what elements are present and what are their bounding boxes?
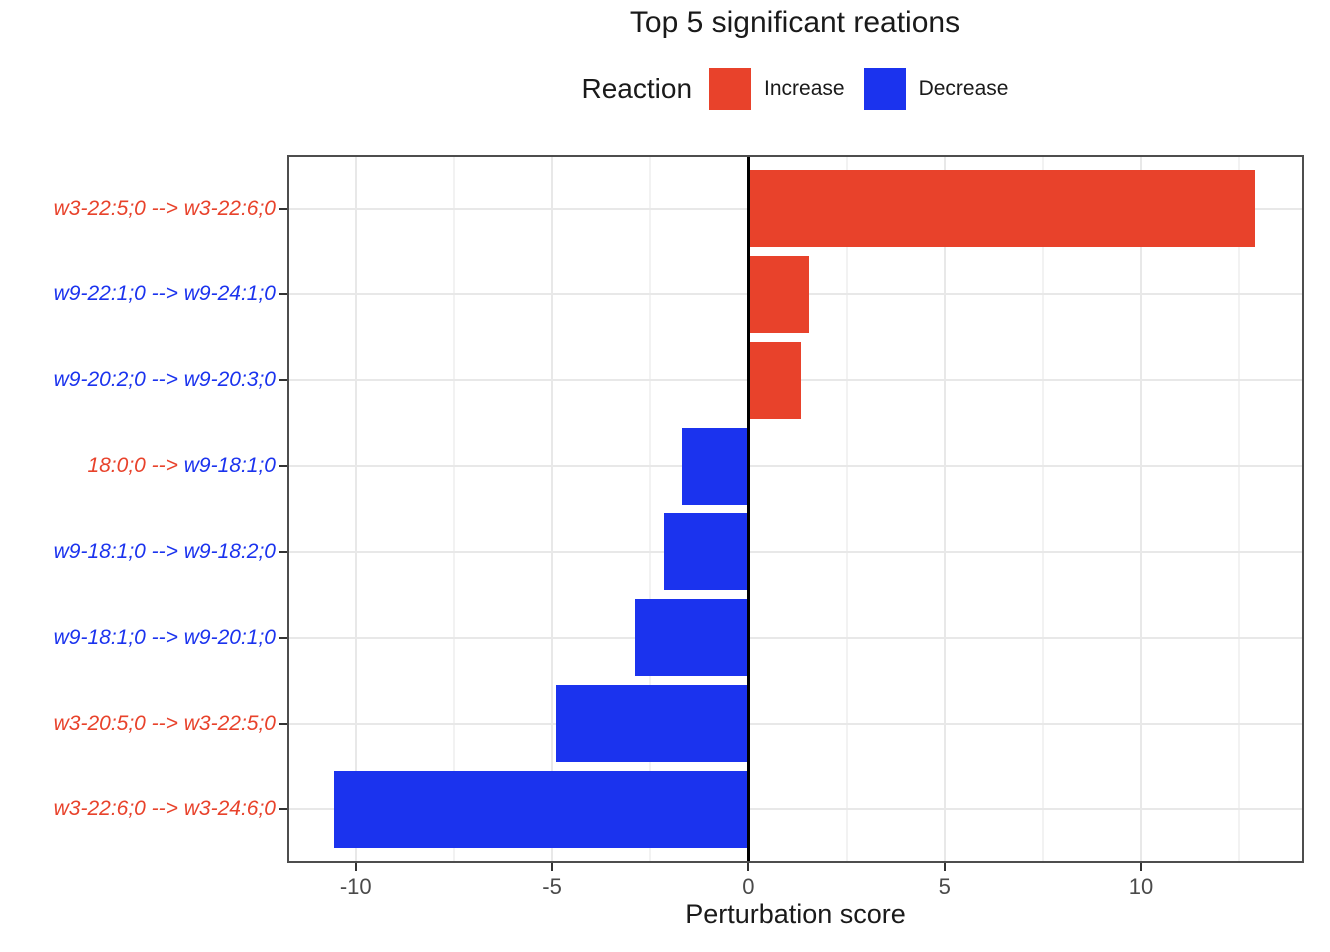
y-axis-tick: [279, 293, 287, 296]
y-axis-label: w9-18:1;0 --> w9-20:1;0: [54, 624, 276, 652]
gridline-major-y: [289, 636, 1302, 639]
x-axis: -10 -5 0 5 10: [0, 863, 1330, 911]
gridline-major-y: [289, 722, 1302, 725]
y-axis-label-segment: 18:0;0 -->: [87, 454, 184, 478]
gridline-major-x: [551, 157, 554, 861]
bar-decrease: [663, 513, 749, 591]
y-axis-label: w9-18:1;0 --> w9-18:2;0: [54, 538, 276, 566]
legend-items: Increase Decrease: [709, 68, 1008, 110]
bar-increase: [748, 341, 802, 419]
gridline-major-x: [1140, 157, 1143, 861]
y-axis-label-segment: w3-22:5;0 --> w3-22:6;0: [53, 196, 276, 220]
y-axis-tick: [279, 808, 287, 811]
y-axis-label: w3-22:5;0 --> w3-22:6;0: [54, 195, 276, 223]
gridline-major-y: [289, 550, 1302, 553]
legend-swatch-increase: [709, 68, 752, 110]
x-axis-tick-label: 5: [938, 874, 951, 899]
bar-increase: [748, 170, 1255, 247]
y-axis-label-segment: w9-18:1;0: [183, 454, 276, 478]
x-axis-tick: [747, 863, 750, 871]
y-axis-tick: [279, 465, 287, 468]
gridline-minor-x: [1041, 157, 1044, 861]
gridline-minor-x: [649, 157, 652, 861]
gridline-minor-x: [845, 157, 848, 861]
y-axis-label-segment: w9-22:1;0 --> w9-24:1;0: [53, 282, 276, 306]
x-axis-tick-label: -5: [542, 874, 562, 899]
y-axis: w3-22:5;0 --> w3-22:6;0 w9-22:1;0 --> w9-…: [0, 155, 287, 863]
y-axis-label-segment: w3-22:6;0 --> w3-24:6;0: [53, 797, 276, 821]
gridline-major-y: [289, 808, 1302, 811]
legend-title: Reaction: [581, 73, 693, 104]
gridline-minor-x: [1238, 157, 1241, 861]
legend: Reaction Increase Decrease: [260, 63, 1330, 115]
legend-item-label: Decrease: [918, 77, 1009, 100]
legend-swatch-decrease: [863, 68, 906, 110]
x-axis-tick-label: 10: [1128, 874, 1154, 899]
legend-item-label: Increase: [764, 77, 845, 100]
chart-title: Top 5 significant reations: [629, 6, 961, 39]
y-axis-tick: [279, 550, 287, 553]
bar-decrease: [634, 599, 749, 677]
bar-decrease: [681, 427, 749, 505]
x-axis-tick: [943, 863, 946, 871]
y-axis-label-segment: w9-18:1;0 --> w9-18:2;0: [53, 539, 276, 563]
x-axis-tick: [1140, 863, 1143, 871]
gridline-minor-x: [452, 157, 455, 861]
y-axis-label-segment: w9-18:1;0 --> w9-20:1;0: [53, 625, 276, 649]
y-axis-label: w3-20:5;0 --> w3-22:5;0: [54, 710, 276, 738]
x-axis-tick-label: -10: [339, 874, 372, 899]
y-axis-label: 18:0;0 --> w9-18:1;0: [87, 452, 276, 480]
x-axis-tick: [551, 863, 554, 871]
y-axis-label: w3-22:6;0 --> w3-24:6;0: [54, 795, 276, 823]
gridline-major-x: [354, 157, 357, 861]
y-axis-label-segment: w9-20:2;0 --> w9-20:3;0: [53, 368, 276, 392]
legend-item-decrease: Decrease: [863, 68, 1009, 110]
gridline-major-x: [943, 157, 946, 861]
y-axis-tick: [279, 722, 287, 725]
y-axis-label: w9-20:2;0 --> w9-20:3;0: [54, 366, 276, 394]
zero-line: [746, 157, 750, 861]
y-axis-tick: [279, 207, 287, 210]
y-axis-tick: [279, 636, 287, 639]
x-axis-title: Perturbation score: [685, 899, 906, 929]
x-axis-tick-label: 0: [742, 874, 755, 899]
bar-decrease: [334, 770, 749, 848]
x-axis-tick: [354, 863, 357, 871]
plot-panel: [287, 155, 1304, 863]
bar-increase: [748, 255, 810, 333]
gridline-major-y: [289, 465, 1302, 468]
y-axis-label-segment: w3-20:5;0 --> w3-22:5;0: [53, 711, 276, 735]
legend-item-increase: Increase: [709, 68, 845, 110]
y-axis-label: w9-22:1;0 --> w9-24:1;0: [54, 280, 276, 308]
y-axis-tick: [279, 379, 287, 382]
bar-decrease: [555, 685, 749, 763]
